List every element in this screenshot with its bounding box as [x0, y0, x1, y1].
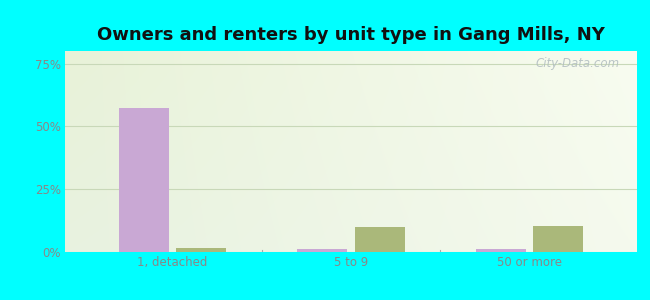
Bar: [176, 248, 226, 252]
Bar: [534, 226, 584, 252]
Bar: [355, 227, 404, 252]
Text: City-Data.com: City-Data.com: [536, 57, 620, 70]
Bar: [118, 107, 169, 252]
Title: Owners and renters by unit type in Gang Mills, NY: Owners and renters by unit type in Gang …: [97, 26, 605, 44]
Bar: [298, 250, 347, 252]
Bar: [476, 250, 526, 252]
